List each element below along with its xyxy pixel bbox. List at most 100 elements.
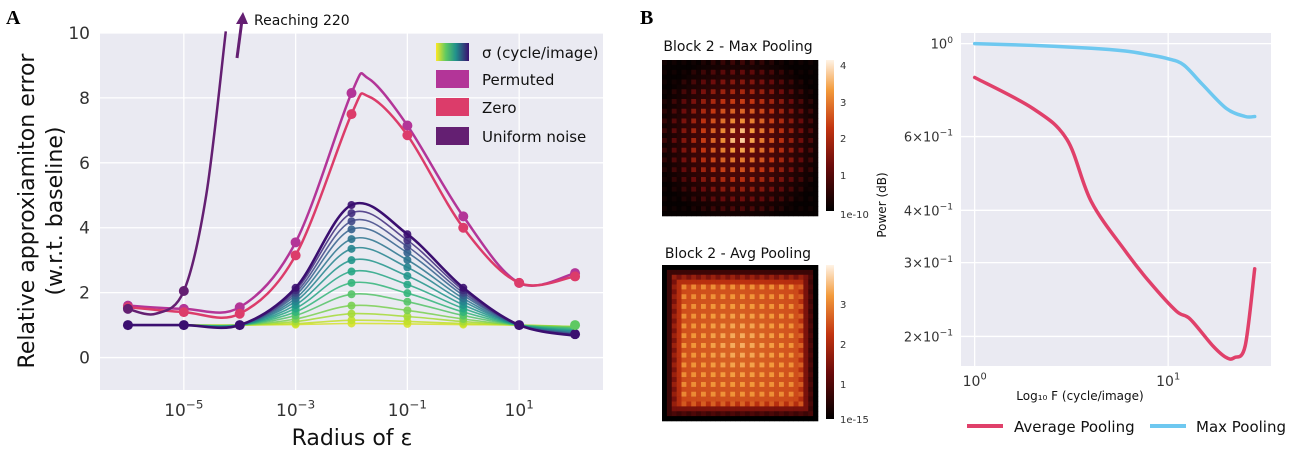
heatmap-cell: [676, 274, 682, 280]
heatmap-cell: [749, 181, 755, 188]
heatmap-cell: [813, 89, 819, 95]
heatmap-cell: [681, 142, 687, 149]
heatmap-cell: [774, 299, 780, 305]
heatmap-cell: [803, 299, 809, 305]
heatmap-cell: [720, 60, 726, 66]
heatmap-cell: [696, 103, 702, 110]
heatmap-cell: [779, 323, 785, 329]
heatmap-cell: [769, 172, 775, 178]
heatmap-cell: [730, 64, 736, 71]
heatmap-cell: [803, 269, 809, 276]
heatmap-cell: [662, 284, 668, 290]
heatmap-cell: [749, 128, 755, 134]
heatmap-cell: [808, 103, 814, 110]
heatmap-cell: [793, 328, 799, 334]
heatmap-cell: [725, 147, 731, 153]
heatmap-cell: [710, 294, 716, 300]
heatmap-cell: [710, 196, 716, 202]
heatmap-cell: [701, 201, 707, 207]
heatmap-cell: [696, 289, 702, 295]
heatmap-cell: [691, 343, 697, 349]
heatmap-cell: [720, 284, 726, 290]
heatmap-cell: [666, 69, 673, 75]
heatmap-cell: [705, 60, 712, 66]
x-tick-label: 10−5: [164, 397, 203, 421]
heatmap-cell: [769, 211, 775, 217]
heatmap-cell: [676, 284, 682, 290]
heatmap-cell: [730, 138, 736, 144]
heatmap-cell: [705, 289, 712, 295]
heatmap-cell: [710, 352, 716, 358]
heatmap-cell: [774, 128, 780, 134]
heatmap-cell: [676, 196, 682, 202]
heatmap-cell: [671, 279, 677, 285]
heatmap-cell: [662, 64, 668, 71]
heatmap-cell: [666, 196, 673, 202]
sigma-point: [403, 312, 412, 321]
heatmap-cell: [666, 304, 673, 310]
heatmap-cell: [691, 113, 697, 119]
heatmap-cell: [774, 103, 780, 110]
heatmap-cell: [701, 142, 707, 149]
heatmap-cell: [803, 79, 809, 85]
heatmap-cell: [759, 318, 765, 324]
heatmap-cell: [783, 333, 790, 339]
heatmap-cell: [671, 323, 677, 329]
heatmap-cell: [701, 94, 707, 100]
heatmap-cell: [666, 128, 673, 134]
heatmap-cell: [696, 211, 702, 217]
heatmap-cell: [803, 162, 809, 168]
heatmap-cell: [798, 411, 804, 417]
heatmap-cell: [725, 357, 731, 363]
heatmap-cell: [798, 196, 804, 202]
heatmap-cell: [715, 308, 721, 315]
heatmap-cell: [793, 147, 799, 153]
heatmap-cell: [783, 206, 790, 212]
heatmap-cell: [701, 206, 707, 212]
heatmap-cell: [788, 279, 794, 285]
heatmap-cell: [710, 367, 716, 373]
heatmap-cell: [725, 99, 731, 105]
heatmap-cell: [705, 391, 712, 397]
heatmap-cell: [681, 108, 687, 114]
heatmap-cell: [725, 299, 731, 305]
heatmap-cell: [798, 172, 804, 178]
heatmap-cell: [788, 181, 794, 188]
heatmap-cell: [744, 128, 751, 134]
heatmap-cell: [759, 411, 765, 417]
heatmap-cell: [701, 138, 707, 144]
heatmap-cell: [754, 118, 760, 124]
heatmap-cell: [662, 382, 668, 388]
heatmap-cell: [788, 69, 794, 75]
heatmap-cell: [720, 79, 726, 85]
heatmap-cell: [793, 196, 799, 202]
heatmap-cell: [666, 352, 673, 358]
heatmap-cell: [671, 406, 677, 412]
heatmap-cell: [793, 299, 799, 305]
heatmap-cell: [725, 362, 731, 368]
heatmap-cell: [813, 308, 819, 315]
heatmap-cell: [671, 118, 677, 124]
heatmap-cell: [793, 406, 799, 412]
heatmap-cell: [754, 318, 760, 324]
heatmap-cell: [749, 196, 755, 202]
heatmap-cell: [764, 411, 770, 417]
heatmap-cell: [671, 372, 677, 378]
heatmap-cell: [754, 84, 760, 90]
heatmap-cell: [779, 162, 785, 168]
heatmap-cell: [735, 304, 741, 310]
heatmap-cell: [783, 133, 790, 139]
heatmap-cell: [701, 294, 707, 300]
heatmap-cell: [769, 328, 775, 334]
heatmap-cell: [696, 343, 702, 349]
heatmap-cell: [769, 352, 775, 358]
heatmap-cell: [686, 279, 692, 285]
heatmap-cell: [779, 152, 785, 158]
heatmap-cell: [754, 113, 760, 119]
heatmap-cell: [779, 318, 785, 324]
heatmap-cell: [666, 328, 673, 334]
heatmap-cell: [788, 89, 794, 95]
heatmap-cell: [705, 396, 712, 402]
heatmap-cell: [666, 89, 673, 95]
heatmap-cell: [725, 84, 731, 90]
